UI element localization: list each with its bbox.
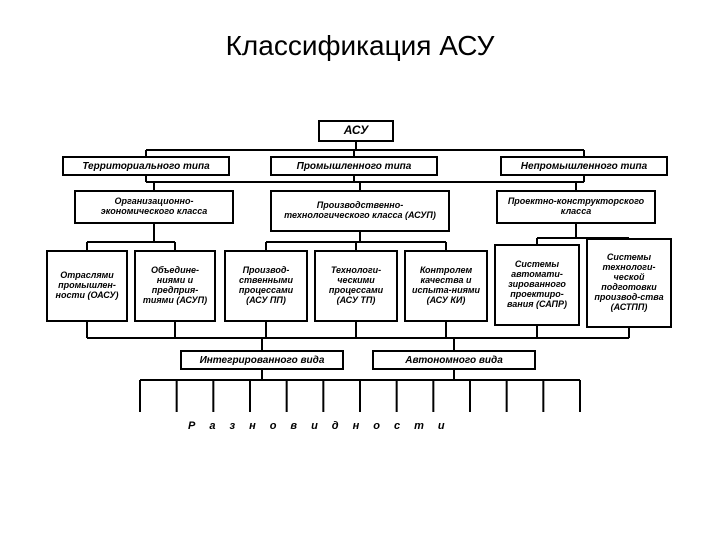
node-leaf2: Объедине-ниями и предприя-тиями (АСУП) bbox=[134, 250, 216, 322]
node-type3: Непромышленного типа bbox=[500, 156, 668, 176]
node-leaf1: Отраслями промышлен-ности (ОАСУ) bbox=[46, 250, 128, 322]
footer-varieties: Разновидности bbox=[188, 420, 459, 432]
node-type2: Промышленного типа bbox=[270, 156, 438, 176]
node-class1: Организационно-экономического класса bbox=[74, 190, 234, 224]
node-view1: Интегрированного вида bbox=[180, 350, 344, 370]
node-type1: Территориального типа bbox=[62, 156, 230, 176]
page-title: Классификация АСУ bbox=[0, 30, 720, 62]
node-class3: Проектно-конструкторского класса bbox=[496, 190, 656, 224]
classification-diagram: АСУ Территориального типа Промышленного ти… bbox=[40, 120, 680, 500]
node-leaf4: Технологи-ческими процессами (АСУ ТП) bbox=[314, 250, 398, 322]
node-view2: Автономного вида bbox=[372, 350, 536, 370]
node-leaf3: Производ-ственными процессами (АСУ ПП) bbox=[224, 250, 308, 322]
node-leaf7: Системы технологи-ческой подготовки прои… bbox=[586, 238, 672, 328]
node-leaf5: Контролем качества и испыта-ниями (АСУ К… bbox=[404, 250, 488, 322]
node-class2: Производственно-технологического класса … bbox=[270, 190, 450, 232]
node-root: АСУ bbox=[318, 120, 394, 142]
node-leaf6: Системы автомати-зированного проектиро-в… bbox=[494, 244, 580, 326]
